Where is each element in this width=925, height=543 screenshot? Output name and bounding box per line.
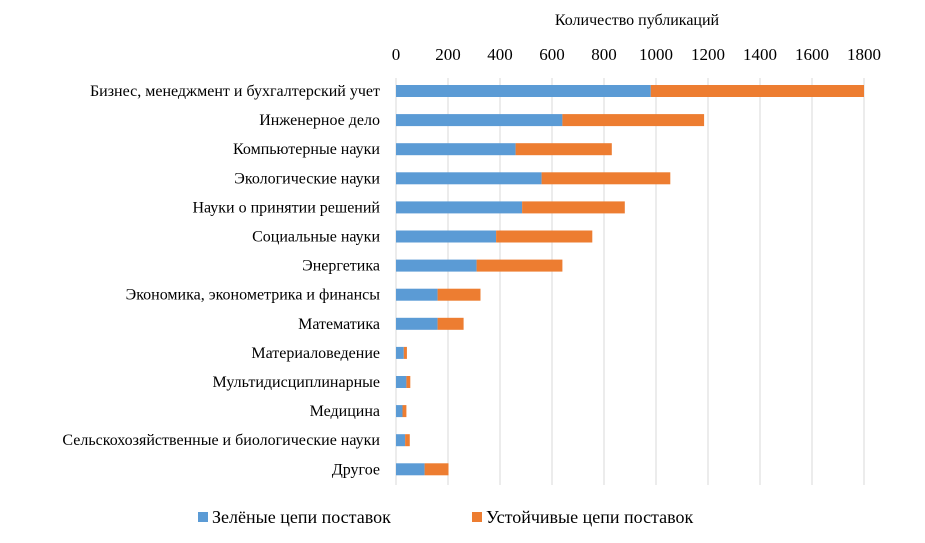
x-tick-label: 400 — [487, 45, 513, 64]
x-tick-labels: 0 200 400 600 800 1000 1200 1400 1600 1800 — [392, 45, 881, 64]
x-tick-label: 1800 — [847, 45, 881, 64]
x-tick-label: 200 — [435, 45, 461, 64]
bar-segment — [396, 259, 477, 272]
legend: Зелёные цепи поставок Устойчивые цепи пос… — [198, 507, 694, 527]
x-tick-label: 1400 — [743, 45, 777, 64]
bar-segment — [437, 288, 481, 301]
bars — [396, 85, 864, 476]
bar-segment — [522, 201, 625, 214]
bar-segment — [396, 85, 651, 97]
category-label: Компьютерные науки — [233, 141, 380, 158]
category-label: Медицина — [310, 403, 380, 420]
category-label: Материаловедение — [251, 345, 380, 362]
bar-segment — [650, 85, 864, 97]
category-labels: Бизнес, менеджмент и бухгалтерский учет И… — [62, 83, 380, 478]
bar-segment — [396, 463, 425, 476]
category-label: Мультидисциплинарные — [213, 374, 380, 391]
bar-segment — [396, 405, 403, 418]
category-label: Экологические науки — [234, 170, 380, 187]
bar-segment — [396, 172, 542, 185]
legend-label: Зелёные цепи поставок — [212, 507, 391, 527]
bar-segment — [562, 114, 705, 127]
x-tick-label: 1000 — [639, 45, 673, 64]
bar-segment — [396, 201, 523, 214]
x-axis-title: Количество публикаций — [555, 12, 720, 29]
category-label: Энергетика — [302, 258, 380, 275]
bar-segment — [396, 434, 406, 447]
category-label: Другое — [332, 461, 380, 478]
legend-label: Устойчивые цепи поставок — [486, 507, 694, 527]
category-label: Сельскохозяйственные и биологические нау… — [62, 432, 380, 449]
x-tick-label: 800 — [591, 45, 617, 64]
category-label: Математика — [298, 316, 380, 333]
bar-segment — [424, 463, 449, 476]
bar-segment — [405, 434, 410, 447]
bar-segment — [396, 230, 497, 243]
legend-swatch — [198, 512, 208, 522]
bar-segment — [496, 230, 593, 243]
x-tick-label: 0 — [392, 45, 401, 64]
x-tick-label: 600 — [539, 45, 565, 64]
gridlines — [395, 78, 865, 485]
x-tick-label: 1600 — [795, 45, 829, 64]
bar-segment — [476, 259, 563, 272]
legend-swatch — [472, 512, 482, 522]
bar-segment — [402, 405, 407, 418]
category-label: Инженерное дело — [259, 112, 380, 129]
bar-segment — [396, 114, 563, 127]
category-label: Науки о принятии решений — [192, 199, 380, 216]
bar-segment — [403, 346, 407, 359]
bar-segment — [406, 376, 411, 388]
bar-segment — [541, 172, 671, 185]
bar-segment — [396, 143, 516, 156]
bar-segment — [515, 143, 612, 156]
category-label: Экономика, эконометрика и финансы — [126, 287, 381, 304]
bar-segment — [396, 288, 438, 301]
x-tick-label: 1200 — [691, 45, 725, 64]
category-label: Социальные науки — [252, 229, 380, 246]
category-label: Бизнес, менеджмент и бухгалтерский учет — [90, 83, 380, 100]
bar-segment — [396, 376, 407, 388]
bar-segment — [396, 317, 438, 330]
bar-segment — [396, 346, 404, 359]
bar-segment — [437, 317, 464, 330]
